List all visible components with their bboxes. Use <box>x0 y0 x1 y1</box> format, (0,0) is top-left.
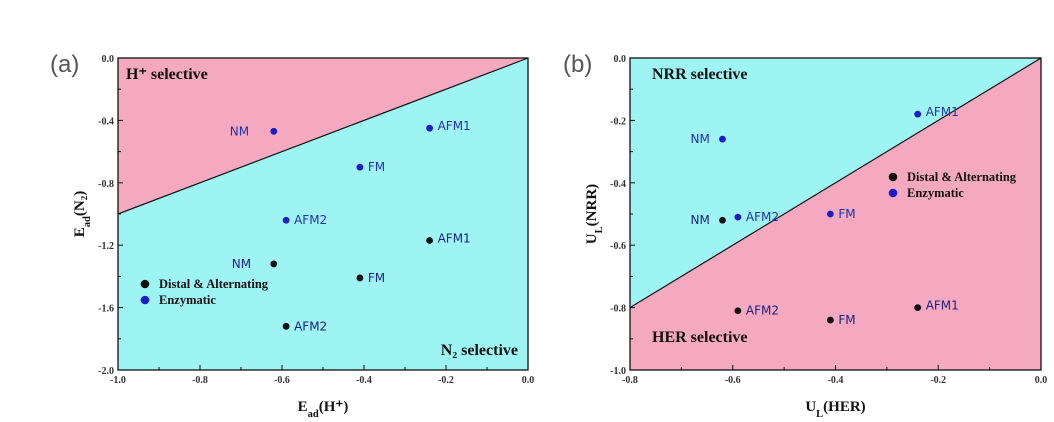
x-tick-label: -0.8 <box>622 375 638 386</box>
x-axis-label: UL(HER) <box>805 399 865 420</box>
point-label: NM <box>230 124 249 138</box>
legend-marker <box>888 188 898 198</box>
data-point <box>719 216 726 224</box>
y-tick-label: -1.2 <box>98 241 114 252</box>
x-tick-label: 0.0 <box>1035 375 1048 386</box>
point-label: AFM1 <box>438 119 471 133</box>
legend-entry: Distal & Alternating <box>907 170 1017 184</box>
y-tick-label: -0.4 <box>610 179 626 190</box>
point-label: FM <box>368 271 385 285</box>
divider-line <box>629 57 1042 309</box>
y-tick-label: 0.0 <box>614 54 627 65</box>
lower-region <box>630 58 1041 370</box>
x-tick-label: -1.0 <box>110 375 126 386</box>
x-tick-label: -0.6 <box>725 375 741 386</box>
legend-entry: Enzymatic <box>159 293 216 307</box>
upper-region-label: H⁺ selective <box>126 66 208 83</box>
panel-label: (b) <box>563 51 592 78</box>
data-point <box>734 213 742 221</box>
data-point <box>426 124 433 132</box>
lower-region-label: N₂ selective <box>441 342 518 359</box>
data-point <box>270 127 278 135</box>
y-tick-label: -0.2 <box>610 116 626 127</box>
legend-marker <box>140 279 150 289</box>
x-tick-label: -0.4 <box>828 375 844 386</box>
data-point <box>282 322 290 330</box>
x-axis-label: Ead(H⁺) <box>298 399 349 420</box>
panel-label: (a) <box>50 51 79 78</box>
data-point <box>356 274 364 282</box>
point-label: AFM1 <box>926 299 959 313</box>
legend-marker <box>140 295 150 305</box>
y-tick-label: -0.4 <box>98 116 114 127</box>
point-label: FM <box>838 313 855 327</box>
y-tick-label: -1.0 <box>610 366 626 377</box>
data-point <box>826 210 834 218</box>
data-point <box>734 307 742 315</box>
y-tick-label: -0.8 <box>98 179 114 190</box>
data-point <box>270 260 278 268</box>
divider-line <box>117 57 529 215</box>
y-axis-label: Ead(N₂) <box>72 191 93 237</box>
x-tick-label: 0.0 <box>522 375 535 386</box>
x-tick-label: -0.8 <box>192 375 208 386</box>
y-tick-label: -0.8 <box>610 304 626 315</box>
legend-marker <box>888 172 898 182</box>
y-tick-label: -2.0 <box>98 366 114 377</box>
point-label: FM <box>838 207 855 221</box>
upper-region-label: NRR selective <box>652 66 748 83</box>
panel-a: -1.0 -0.8 -0.6 -0.4 -0.2 0.0 0.0 -0.4 -0.8 -1.2 -1… <box>50 51 534 420</box>
x-tick-label: -0.4 <box>356 375 372 386</box>
x-tick-label: -0.2 <box>930 375 946 386</box>
data-point <box>356 163 364 171</box>
point-label: AFM1 <box>926 105 959 119</box>
x-tick-label: -0.6 <box>274 375 290 386</box>
data-point <box>826 316 834 324</box>
point-label: AFM2 <box>294 319 327 333</box>
data-point <box>719 135 726 143</box>
data-point <box>914 304 922 311</box>
panel-b: -0.8 -0.6 -0.4 -0.2 0.00.0-0.2-0.4-0.6-0.8-1… <box>563 51 1047 420</box>
point-label: NM <box>690 132 709 146</box>
x-tick-label: -0.2 <box>438 375 454 386</box>
y-tick-label: 0.0 <box>102 54 115 65</box>
y-tick-label: -0.6 <box>610 241 626 252</box>
data-point <box>282 216 290 224</box>
point-label: NM <box>690 213 709 227</box>
point-label: NM <box>232 257 251 271</box>
point-label: AFM2 <box>294 213 327 227</box>
data-point <box>426 237 433 244</box>
y-tick-label: -1.6 <box>98 304 114 315</box>
lower-region <box>118 58 528 370</box>
point-label: AFM2 <box>746 304 779 318</box>
point-label: FM <box>368 160 385 174</box>
legend-entry: Distal & Alternating <box>159 277 269 291</box>
data-point <box>914 110 922 118</box>
legend-entry: Enzymatic <box>907 186 964 200</box>
point-label: AFM2 <box>746 210 779 224</box>
point-label: AFM1 <box>438 232 471 246</box>
lower-region-label: HER selective <box>652 329 748 346</box>
y-axis-label: UL(NRR) <box>584 184 605 244</box>
